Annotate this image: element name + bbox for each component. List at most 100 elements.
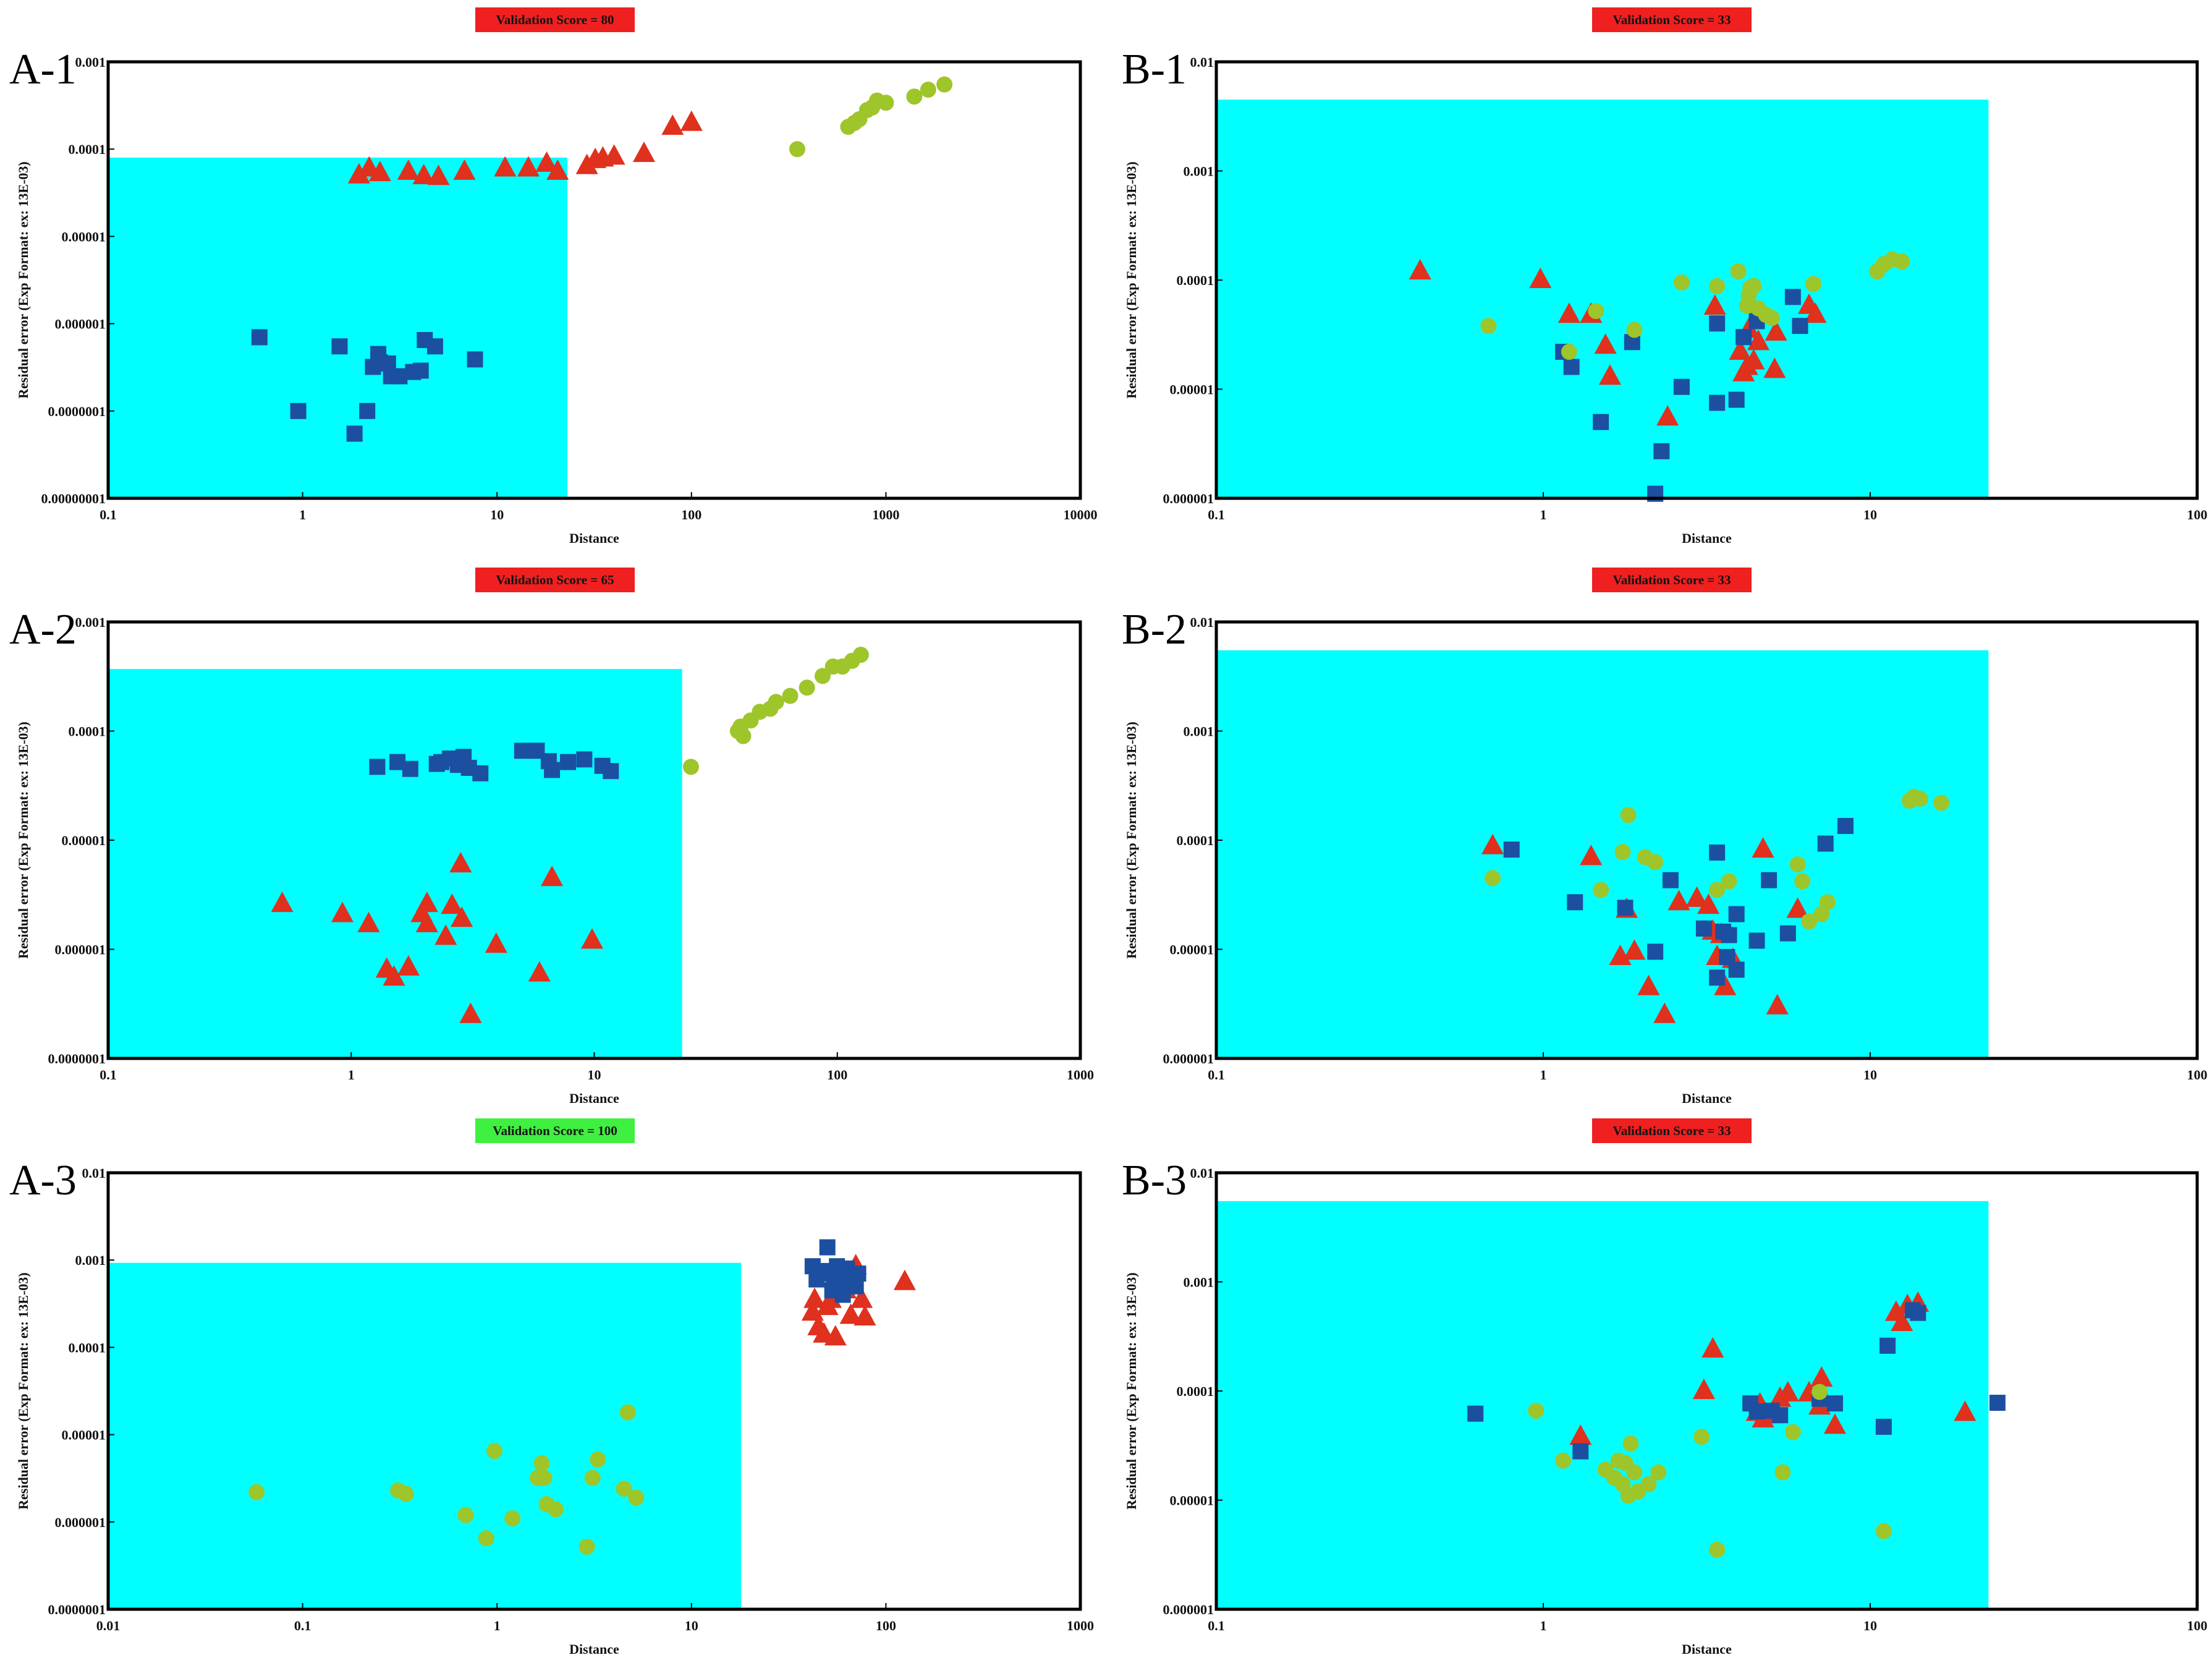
plot-frame xyxy=(106,620,1082,1060)
circle-marker-icon xyxy=(852,647,869,663)
square-marker-icon xyxy=(391,368,408,385)
triangle-marker-icon xyxy=(1786,897,1809,918)
square-marker-icon xyxy=(1709,315,1726,332)
triangle-marker-icon xyxy=(1776,1381,1799,1402)
triangle-marker-icon xyxy=(603,144,625,165)
triangle-marker-icon xyxy=(1529,268,1552,288)
triangle-marker-icon xyxy=(1810,1366,1833,1387)
series-square xyxy=(369,742,619,781)
square-marker-icon xyxy=(1709,969,1726,986)
circle-marker-icon xyxy=(1555,1452,1572,1469)
triangle-marker-icon xyxy=(1653,1002,1676,1023)
triangle-marker-icon xyxy=(1742,349,1765,370)
validation-score-text: Validation Score = 100 xyxy=(493,1123,617,1138)
triangle-marker-icon xyxy=(1954,1400,1977,1421)
x-axis-label: Distance xyxy=(569,1091,619,1106)
square-marker-icon xyxy=(1709,845,1726,861)
circle-marker-icon xyxy=(1801,913,1818,930)
square-marker-icon xyxy=(1503,841,1520,858)
chart-panel-b-3: Validation Score = 33 B-3 0.1 1 10 100 0.00000… xyxy=(1122,1118,2208,1655)
circle-marker-icon xyxy=(1614,844,1631,861)
triangle-marker-icon xyxy=(1623,939,1646,960)
circle-marker-icon xyxy=(1485,870,1501,887)
circle-marker-icon xyxy=(397,1486,414,1502)
circle-marker-icon xyxy=(533,1455,550,1471)
x-tick-label: 100 xyxy=(2187,1618,2208,1633)
x-tick-label: 10 xyxy=(685,1618,698,1633)
y-tick-label: 0.01 xyxy=(82,1165,106,1181)
square-marker-icon xyxy=(1792,318,1808,334)
panel-label: B-3 xyxy=(1122,1157,1187,1204)
y-tick-label: 0.000001 xyxy=(1163,1051,1214,1066)
circle-marker-icon xyxy=(1561,344,1577,360)
y-tick-label: 0.0001 xyxy=(1177,1384,1214,1399)
circle-marker-icon xyxy=(1709,278,1726,294)
acceptance-region xyxy=(108,157,567,499)
x-tick-label: 0.1 xyxy=(1208,1067,1225,1083)
chart-panel-a-1: Validation Score = 80 A-1 0.1 1 10 100 1000 100… xyxy=(9,7,1098,546)
y-tick-label: 0.001 xyxy=(1184,164,1214,179)
x-tick-label: 10 xyxy=(1863,1067,1877,1083)
triangle-marker-icon xyxy=(1656,405,1679,426)
square-marker-icon xyxy=(576,751,593,768)
square-marker-icon xyxy=(369,759,386,775)
triangle-marker-icon xyxy=(1747,330,1770,351)
circle-marker-icon xyxy=(1480,318,1497,334)
validation-score-badge xyxy=(1592,568,1752,592)
series-circle xyxy=(1480,251,1910,360)
square-marker-icon xyxy=(1761,872,1778,888)
series-square xyxy=(1467,1302,2006,1460)
square-marker-icon xyxy=(560,754,577,770)
acceptance-region xyxy=(1216,100,1989,498)
circle-marker-icon xyxy=(486,1443,503,1460)
circle-marker-icon xyxy=(248,1484,265,1500)
x-tick-label: 1 xyxy=(1540,1067,1547,1083)
square-marker-icon xyxy=(1779,925,1796,942)
validation-score-text: Validation Score = 33 xyxy=(1612,1123,1731,1138)
y-axis-label: Residual error (Exp Format: ex: 13E-03) xyxy=(1124,1272,1139,1510)
triangle-marker-icon xyxy=(1692,1379,1715,1399)
circle-marker-icon xyxy=(1626,1464,1643,1481)
validation-score-badge xyxy=(1592,1118,1752,1143)
y-tick-label: 0.0001 xyxy=(69,1340,106,1355)
circle-marker-icon xyxy=(1894,253,1910,270)
series-square xyxy=(804,1239,867,1303)
circle-marker-icon xyxy=(1640,1476,1657,1492)
y-axis-label: Residual error (Exp Format: ex: 13E-03) xyxy=(1124,721,1139,959)
circle-marker-icon xyxy=(1912,790,1928,807)
triangle-marker-icon xyxy=(449,852,472,873)
y-tick-label: 0.00001 xyxy=(1170,382,1214,398)
circle-marker-icon xyxy=(1812,1384,1828,1400)
y-tick-label: 0.00001 xyxy=(62,229,106,244)
triangle-marker-icon xyxy=(535,151,558,172)
square-marker-icon xyxy=(1784,289,1801,305)
circle-marker-icon xyxy=(1813,906,1830,922)
triangle-marker-icon xyxy=(1729,339,1752,360)
triangle-marker-icon xyxy=(434,924,457,945)
y-tick-label: 0.01 xyxy=(1190,1165,1214,1181)
circle-marker-icon xyxy=(1709,1541,1726,1558)
triangle-marker-icon xyxy=(397,955,420,976)
circle-marker-icon xyxy=(1789,856,1806,873)
x-tick-label: 1 xyxy=(494,1618,501,1633)
circle-marker-icon xyxy=(878,95,894,111)
y-tick-label: 0.00001 xyxy=(62,833,106,848)
y-tick-label: 0.01 xyxy=(1190,54,1214,70)
square-marker-icon xyxy=(1653,443,1670,459)
square-marker-icon xyxy=(1735,329,1752,346)
triangle-marker-icon xyxy=(839,1303,862,1324)
circle-marker-icon xyxy=(735,728,752,744)
plot-frame xyxy=(106,60,1082,500)
circle-marker-icon xyxy=(1805,276,1821,292)
square-marker-icon xyxy=(1748,1403,1765,1420)
square-marker-icon xyxy=(514,742,530,759)
plot-frame xyxy=(106,1171,1082,1611)
y-tick-label: 0.000001 xyxy=(55,1515,106,1530)
triangle-marker-icon xyxy=(415,891,438,913)
series-triangle xyxy=(347,110,703,185)
square-marker-icon xyxy=(1989,1395,2006,1411)
circle-marker-icon xyxy=(920,82,936,98)
y-tick-label: 0.001 xyxy=(75,54,106,70)
circle-marker-icon xyxy=(936,76,953,93)
acceptance-region xyxy=(108,669,682,1058)
